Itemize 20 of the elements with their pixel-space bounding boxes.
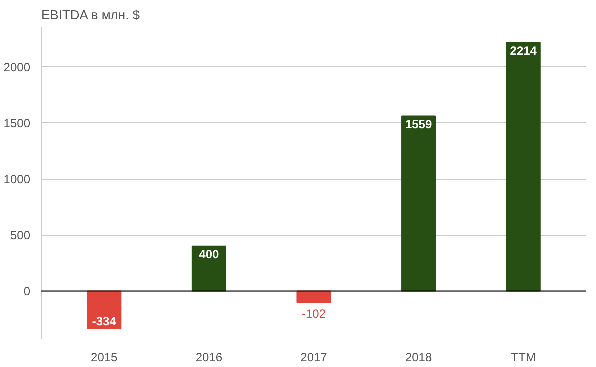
bar <box>506 42 541 292</box>
data-label: 1559 <box>405 117 432 132</box>
x-tick-label: 2016 <box>196 350 223 364</box>
data-label: 400 <box>199 247 220 262</box>
y-tick-label: 0 <box>24 284 31 299</box>
y-tick-label: 500 <box>10 228 31 243</box>
y-tick-label: 1000 <box>4 172 31 187</box>
y-tick-label: 2000 <box>4 60 31 74</box>
x-tick-label: TTM <box>511 350 536 364</box>
chart-title: EBITDA в млн. $ <box>42 8 141 22</box>
bar <box>192 246 226 292</box>
y-tick-label: 1500 <box>4 116 31 130</box>
x-tick-label: 2015 <box>91 350 118 364</box>
x-tick-label: 2017 <box>300 350 328 364</box>
data-label: 2214 <box>510 44 538 58</box>
data-label: -334 <box>92 314 117 329</box>
x-tick-label: 2018 <box>405 350 432 364</box>
data-label: -102 <box>302 306 326 321</box>
bar <box>402 116 436 292</box>
bar <box>296 290 332 304</box>
